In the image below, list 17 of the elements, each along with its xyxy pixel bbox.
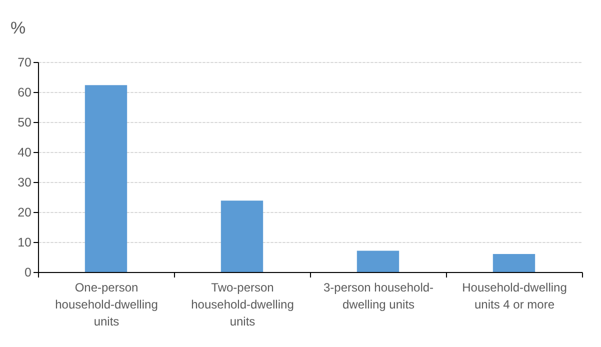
x-tick-label: Two-person household-dwelling units: [191, 280, 294, 328]
bar: [84, 85, 128, 272]
bar: [356, 250, 400, 272]
x-tick-label: One-person household-dwelling units: [55, 280, 158, 328]
x-tick-label: 3-person household-dwelling units: [323, 280, 434, 312]
y-axis-title: %: [10, 18, 26, 38]
bar: [492, 254, 536, 272]
bar: [220, 200, 264, 272]
y-tick-label: 40: [18, 146, 32, 160]
y-tick-label: 60: [18, 86, 32, 100]
y-tick-label: 30: [18, 176, 32, 190]
y-tick-label: 10: [18, 236, 32, 250]
x-tick-label: Household-dwelling units 4 or more: [462, 280, 567, 312]
y-tick-label: 0: [24, 266, 32, 280]
y-tick-label: 70: [18, 56, 32, 70]
y-tick-label: 20: [18, 206, 32, 220]
y-tick-label: 50: [18, 116, 32, 130]
